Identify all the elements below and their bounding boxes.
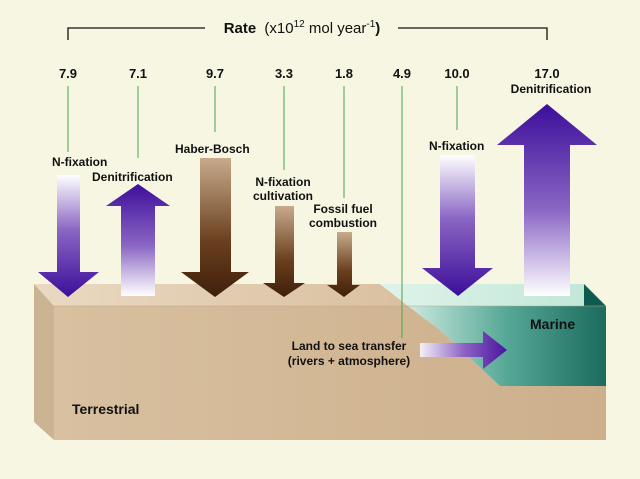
rate-values: 7.9 7.1 9.7 3.3 1.8 4.9 10.0 17.0 xyxy=(59,66,560,81)
rate-value-land-to-sea: 4.9 xyxy=(393,66,411,81)
rate-value-haber-bosch: 9.7 xyxy=(206,66,224,81)
marine-top-surface xyxy=(380,284,606,306)
rate-value-terr-nfix: 7.9 xyxy=(59,66,77,81)
terrestrial-side-face xyxy=(34,284,54,440)
rate-title: Rate (x1012 mol year-1) xyxy=(224,19,381,37)
region-marine-label: Marine xyxy=(530,316,575,332)
arrow-terr-denitrification xyxy=(106,184,170,296)
rate-unit-prefix: (x10 xyxy=(264,20,293,37)
rate-value-terr-denit: 7.1 xyxy=(129,66,147,81)
label-fossil-fuel-line2: combustion xyxy=(309,216,377,230)
rate-value-nfix-cult: 3.3 xyxy=(275,66,293,81)
rate-title-word: Rate xyxy=(224,20,257,37)
arrow-marine-nfixation xyxy=(422,155,493,296)
rate-bracket xyxy=(67,27,548,40)
rate-value-marine-nfix: 10.0 xyxy=(444,66,469,81)
label-land-to-sea-line1: Land to sea transfer xyxy=(292,339,407,353)
marine-front-face xyxy=(408,306,606,386)
label-nfix-cultivation-line2: cultivation xyxy=(253,189,313,203)
landscape-block xyxy=(34,284,606,440)
rate-unit-mid: mol year xyxy=(305,20,367,37)
label-haber-bosch: Haber-Bosch xyxy=(175,142,250,156)
arrow-marine-denitrification xyxy=(497,104,597,296)
arrow-haber-bosch xyxy=(181,158,249,297)
terrestrial-front-face xyxy=(54,306,606,440)
label-marine-nfixation: N-fixation xyxy=(429,139,484,153)
leader-lines xyxy=(67,86,458,338)
region-terrestrial-label: Terrestrial xyxy=(72,401,139,417)
label-terr-denitrification: Denitrification xyxy=(92,170,173,184)
arrow-land-to-sea xyxy=(420,331,507,369)
rate-value-fossil-fuel: 1.8 xyxy=(335,66,353,81)
rate-unit-exponent: 12 xyxy=(294,19,306,30)
label-fossil-fuel-line1: Fossil fuel xyxy=(313,202,372,216)
rate-unit-exponent2: -1 xyxy=(366,19,375,30)
rate-value-marine-denit: 17.0 xyxy=(534,66,559,81)
rate-unit-suffix: ) xyxy=(375,20,380,37)
label-marine-denitrification: Denitrification xyxy=(511,82,592,96)
arrow-fossil-fuel xyxy=(327,232,360,297)
arrow-terr-nfixation xyxy=(38,175,99,297)
flux-arrows xyxy=(38,104,597,369)
flux-labels: N-fixation Denitrification Haber-Bosch N… xyxy=(52,82,591,368)
label-terr-nfixation: N-fixation xyxy=(52,155,107,169)
label-land-to-sea-line2: (rivers + atmosphere) xyxy=(288,354,410,368)
arrow-nfix-cultivation xyxy=(263,206,305,297)
label-nfix-cultivation-line1: N-fixation xyxy=(255,175,310,189)
